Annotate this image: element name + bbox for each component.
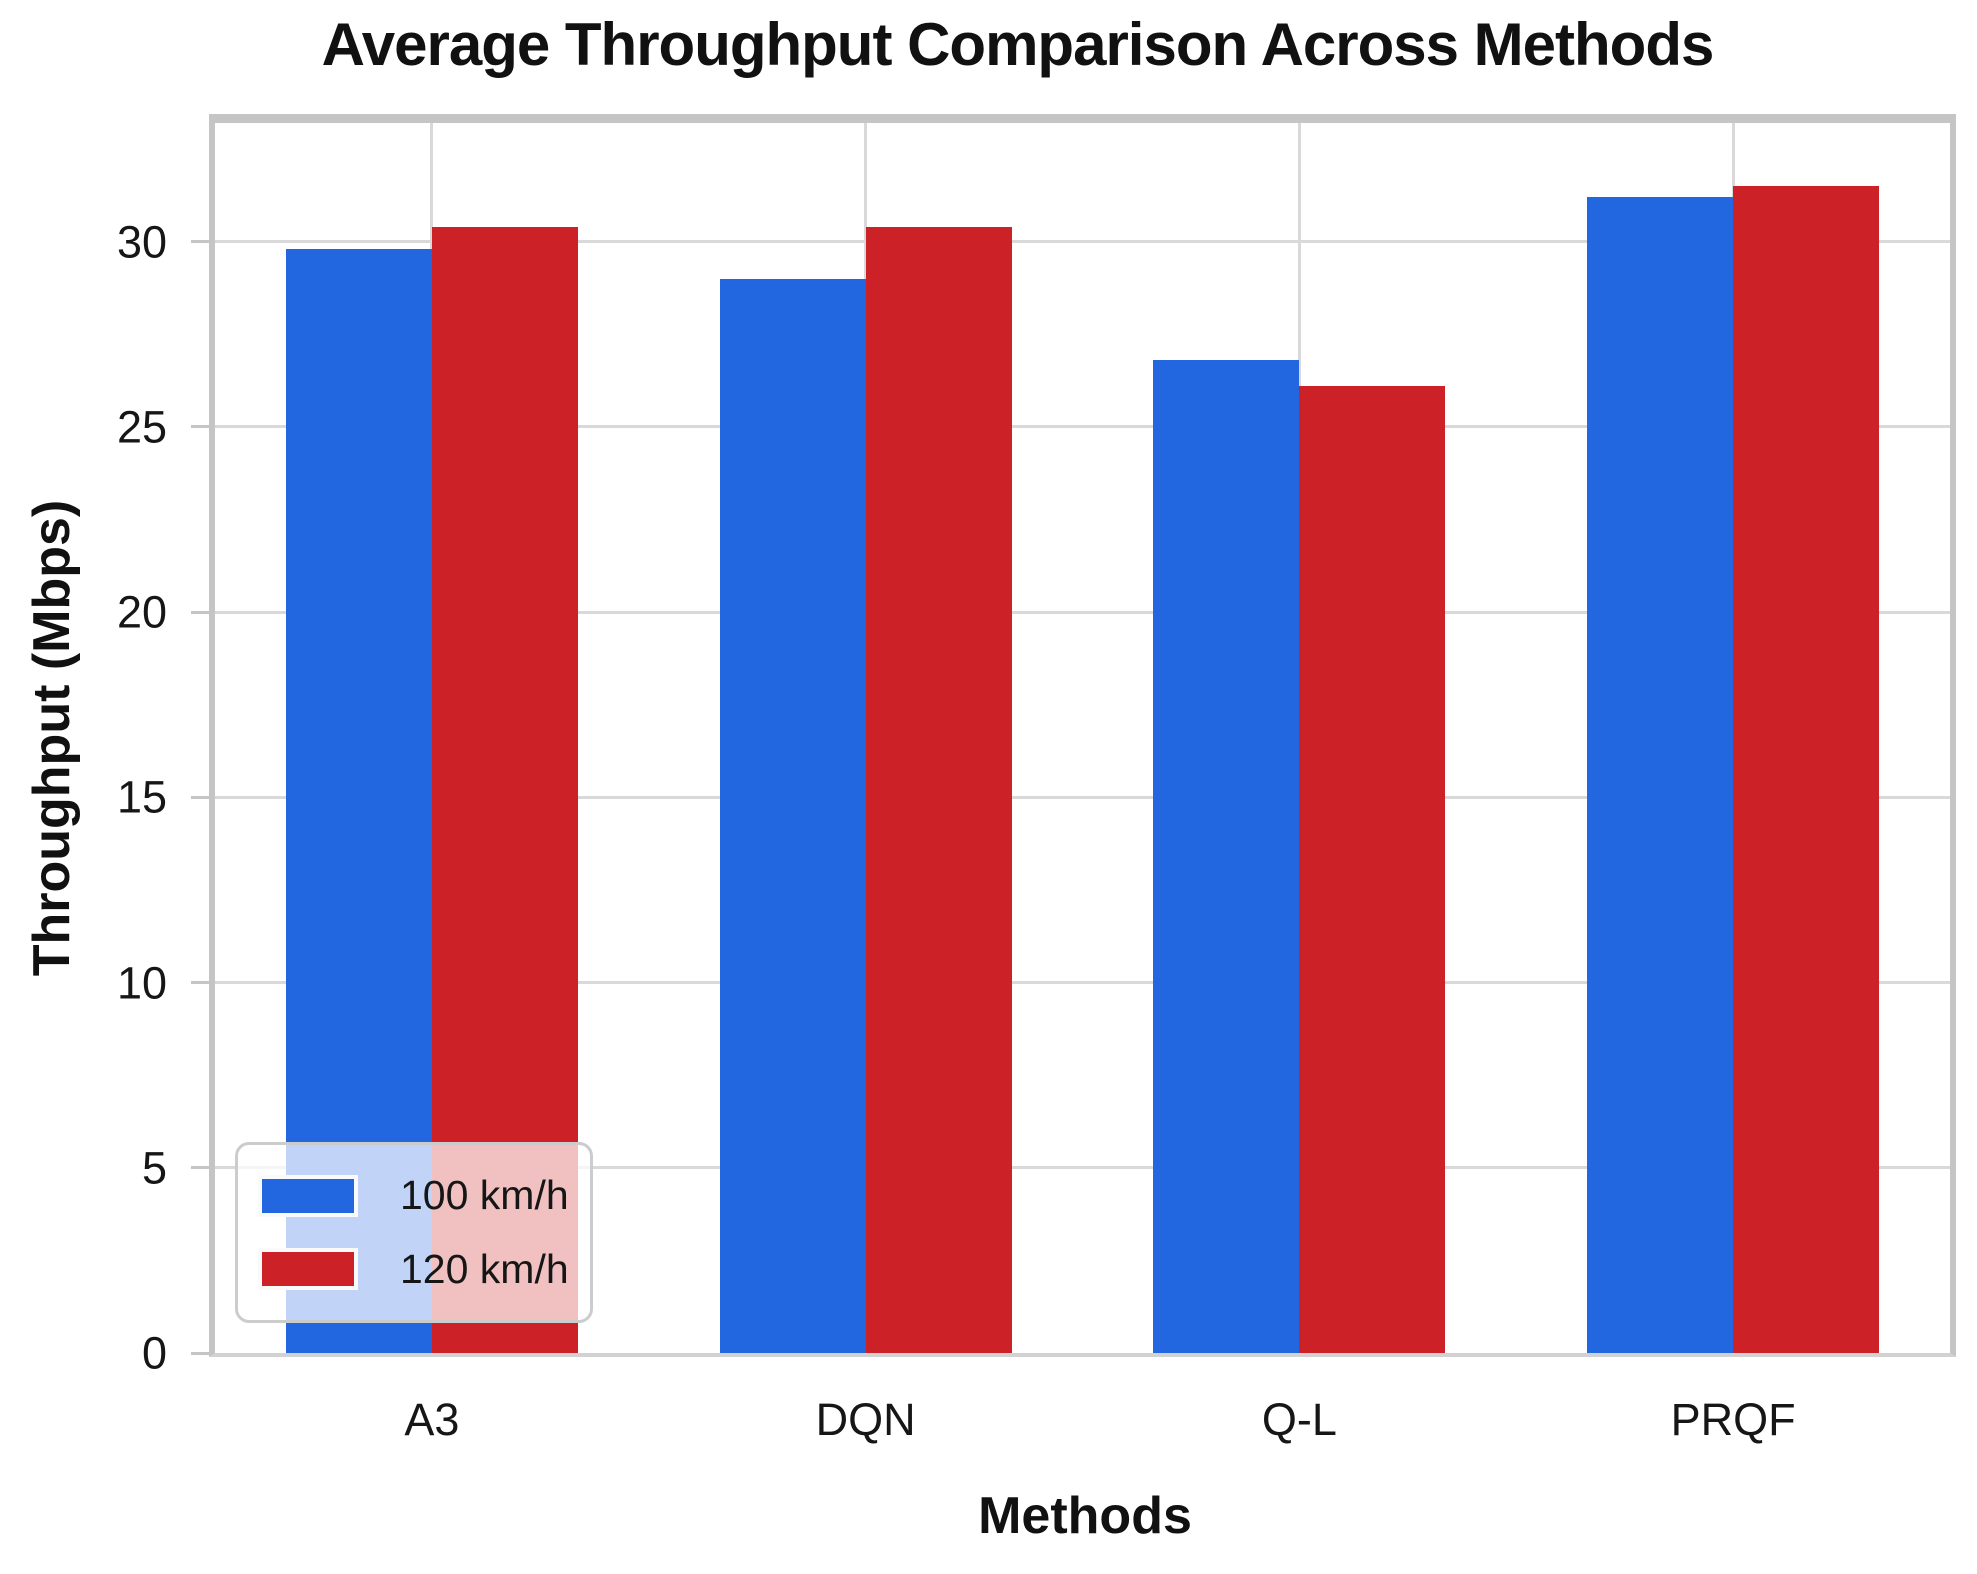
y-tick-label: 30 xyxy=(116,216,167,268)
y-tick-mark xyxy=(191,240,211,244)
legend-label-100kmh: 100 km/h xyxy=(400,1172,569,1219)
y-gridline xyxy=(215,1166,1950,1170)
y-axis-label: Throughput (Mbps) xyxy=(23,499,81,977)
x-tick-label: PRQF xyxy=(1670,1394,1796,1445)
x-tick-label: A3 xyxy=(404,1394,460,1445)
bar-DQN-100-km-h xyxy=(719,278,866,1353)
y-tick-label: 20 xyxy=(116,586,167,638)
x-tick-label: DQN xyxy=(815,1394,916,1445)
bar-PRQF-100-km-h xyxy=(1587,197,1734,1353)
y-tick-mark xyxy=(191,610,211,614)
bar-Q-L-120-km-h xyxy=(1299,386,1446,1353)
y-gridline xyxy=(215,981,1950,985)
chart-title: Average Throughput Comparison Across Met… xyxy=(321,11,1715,78)
y-tick-mark xyxy=(191,1351,211,1355)
y-tick-mark xyxy=(191,795,211,799)
y-tick-mark xyxy=(191,1166,211,1170)
y-tick-label: 10 xyxy=(116,957,167,1009)
bar-Q-L-100-km-h xyxy=(1153,360,1300,1353)
y-tick-label: 25 xyxy=(116,401,167,453)
bar-DQN-120-km-h xyxy=(865,226,1012,1353)
y-tick-label: 5 xyxy=(141,1142,167,1194)
x-axis-label: Methods xyxy=(978,1487,1192,1545)
y-tick-mark xyxy=(191,981,211,985)
bar-PRQF-120-km-h xyxy=(1733,185,1880,1353)
y-tick-label: 0 xyxy=(141,1327,167,1379)
legend-item-100kmh: 100 km/h xyxy=(258,1172,570,1219)
legend: 100 km/h 120 km/h xyxy=(235,1142,593,1323)
y-tick-mark xyxy=(191,425,211,429)
y-gridline xyxy=(215,795,1950,799)
y-gridline xyxy=(215,240,1950,244)
y-tick-label: 15 xyxy=(116,771,167,823)
legend-item-120kmh: 120 km/h xyxy=(258,1245,570,1292)
legend-swatch-blue xyxy=(258,1174,358,1217)
legend-swatch-red xyxy=(258,1248,358,1291)
x-tick-label: Q-L xyxy=(1261,1394,1337,1445)
legend-label-120kmh: 120 km/h xyxy=(400,1245,569,1292)
y-gridline xyxy=(215,425,1950,429)
y-gridline xyxy=(215,610,1950,614)
